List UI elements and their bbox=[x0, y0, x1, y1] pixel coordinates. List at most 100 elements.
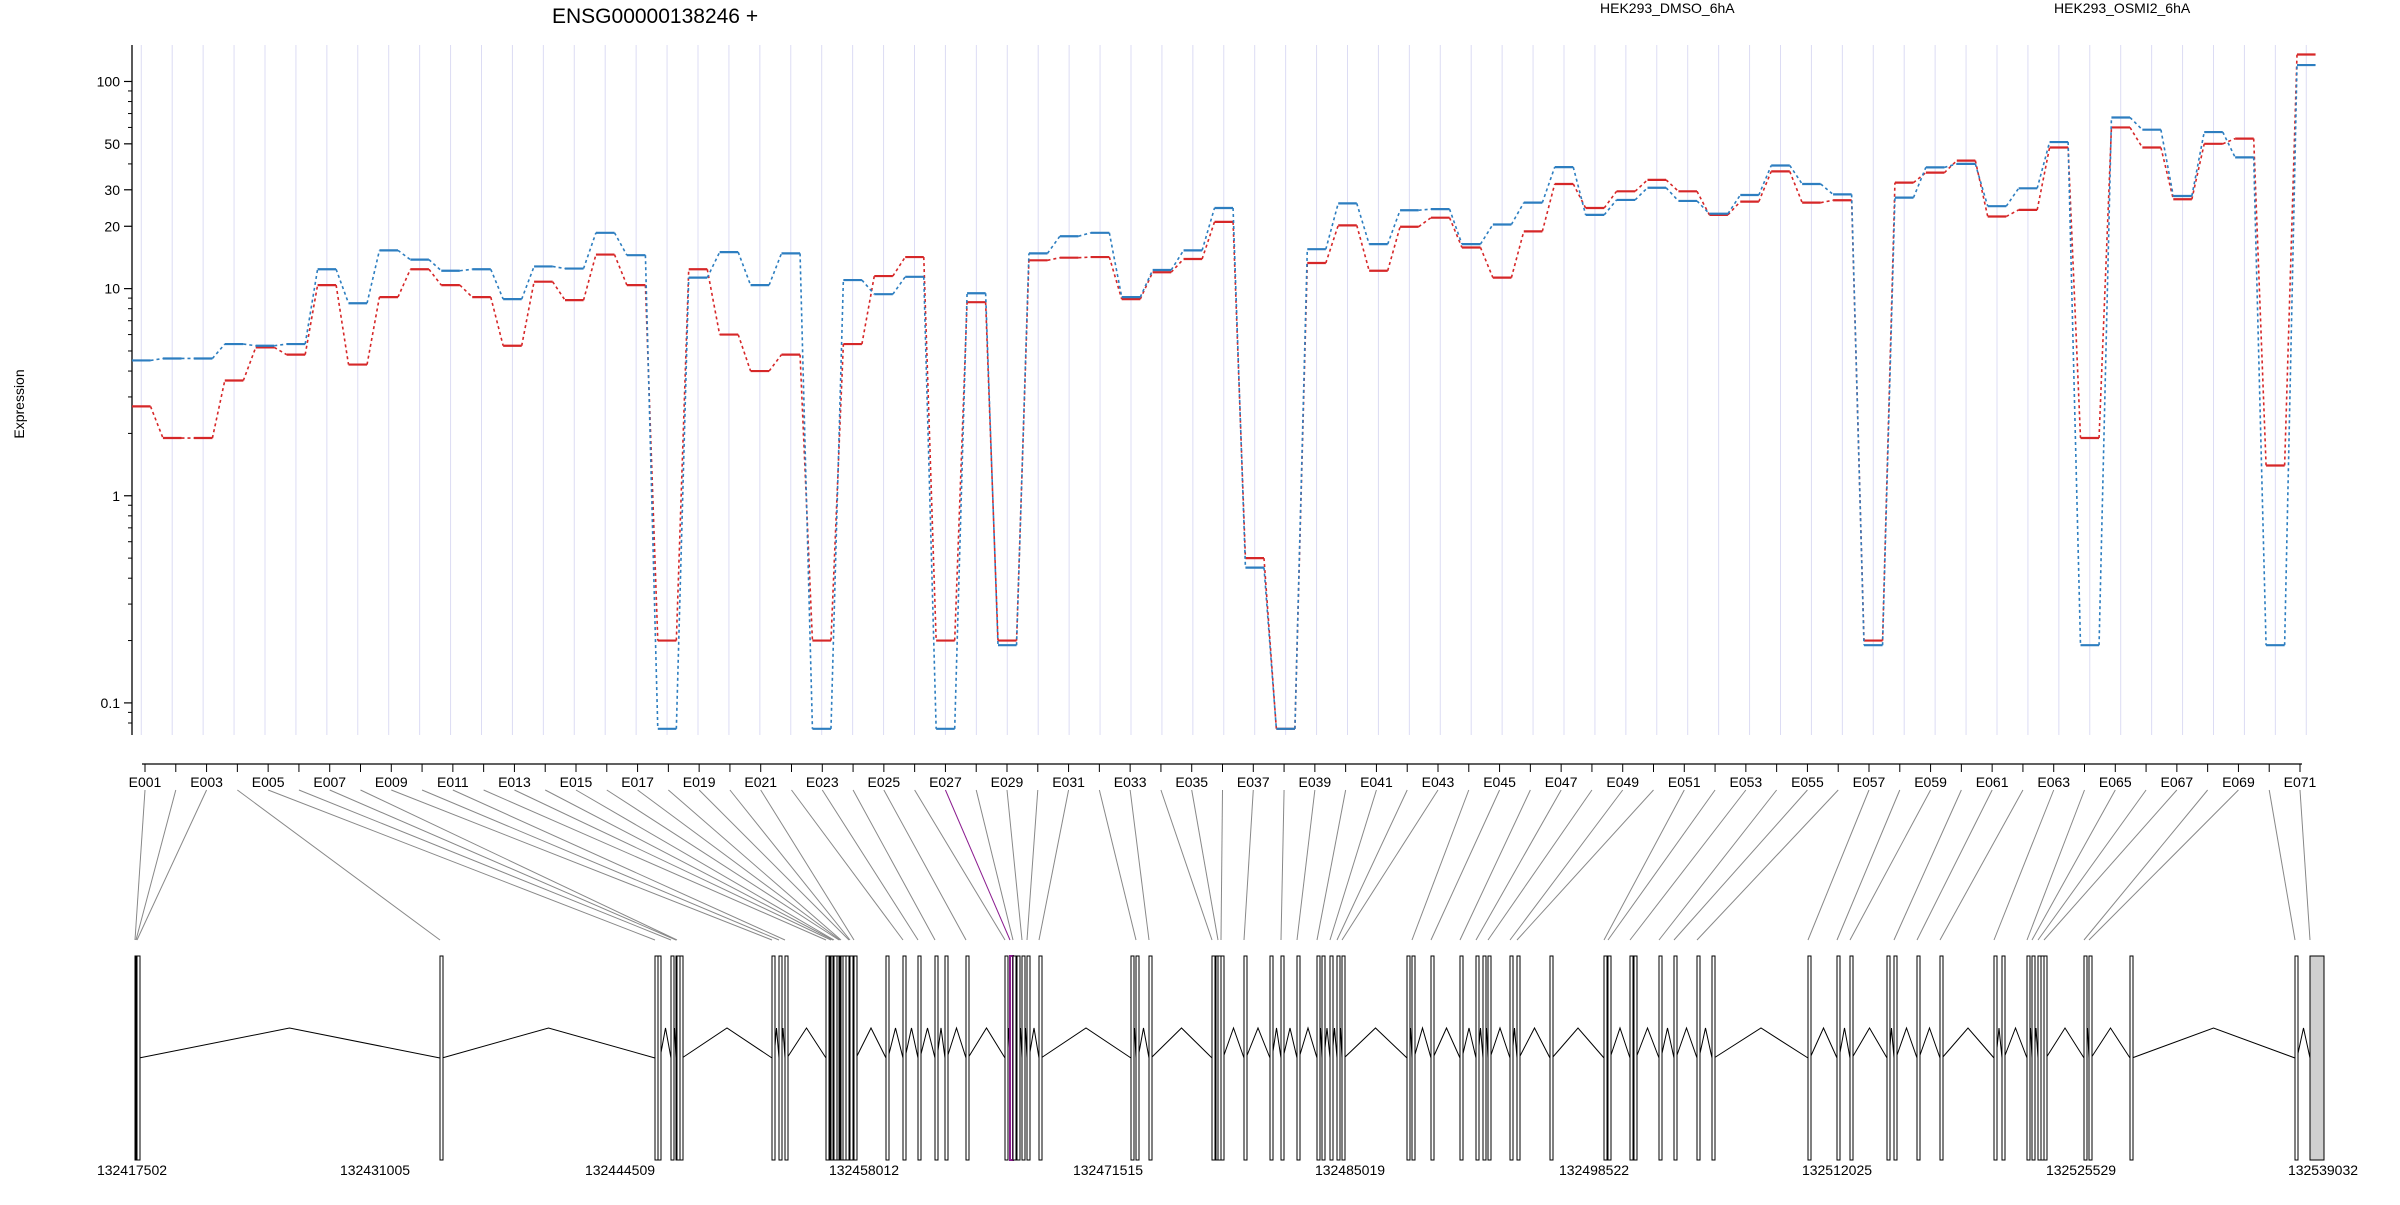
series-connector bbox=[2160, 147, 2175, 200]
intron bbox=[1518, 1026, 1551, 1059]
series-connector bbox=[2067, 147, 2082, 439]
exon-block bbox=[2026, 955, 2031, 1161]
y-tick-label-0.1: 0.1 bbox=[101, 695, 121, 711]
series-connector bbox=[1170, 258, 1185, 273]
series-connector bbox=[1479, 247, 1494, 278]
exon-block bbox=[1021, 955, 1026, 1161]
connector-E039 bbox=[1296, 789, 1316, 941]
series-connector bbox=[1572, 183, 1587, 209]
grid-lines bbox=[140, 45, 2307, 735]
intron bbox=[1461, 1027, 1477, 1059]
series-connector bbox=[459, 268, 473, 272]
series-connector bbox=[1356, 203, 1370, 245]
series-connector bbox=[1634, 187, 1649, 201]
x-tick-label-E071: E071 bbox=[2284, 774, 2317, 790]
connector-E001 bbox=[134, 789, 146, 941]
genome-tick-label: 132417502 bbox=[97, 1162, 167, 1178]
series-connector bbox=[366, 250, 381, 304]
series-connector bbox=[2036, 141, 2051, 189]
connector-E055 bbox=[1673, 789, 1808, 941]
genome-tick-label: 132471515 bbox=[1073, 1162, 1143, 1178]
exon-block bbox=[1696, 955, 1701, 1161]
connector-E068 bbox=[2083, 789, 2209, 941]
series-connector bbox=[2160, 129, 2175, 197]
series-connector bbox=[1418, 217, 1432, 228]
exon-block bbox=[1509, 955, 1514, 1161]
exon-block bbox=[1026, 955, 1031, 1161]
connector-E033 bbox=[1129, 789, 1150, 941]
series-connector bbox=[304, 269, 319, 345]
series-connector bbox=[892, 256, 906, 277]
series-connector bbox=[520, 281, 535, 346]
series-connector bbox=[211, 343, 226, 360]
exon-block bbox=[2043, 955, 2048, 1161]
x-tick-label-E003: E003 bbox=[190, 774, 223, 790]
connector-E009 bbox=[391, 789, 773, 941]
series-connector bbox=[768, 253, 783, 286]
series-connector bbox=[2129, 127, 2144, 148]
x-tick-label-E053: E053 bbox=[1730, 774, 1763, 790]
series-connector bbox=[335, 268, 350, 304]
series-connector bbox=[613, 232, 628, 256]
connector-E053 bbox=[1629, 789, 1747, 941]
exon-block bbox=[944, 955, 949, 1161]
exon-block bbox=[1243, 955, 1248, 1161]
series-connector bbox=[1603, 190, 1618, 209]
series-connector bbox=[2222, 131, 2236, 158]
connector-E071 bbox=[2299, 789, 2311, 941]
exon-block bbox=[1336, 955, 1341, 1161]
x-tick-label-E047: E047 bbox=[1545, 774, 1578, 790]
legend-label-dmso: HEK293_DMSO_6hA bbox=[1600, 0, 1735, 16]
series-connector bbox=[613, 254, 628, 286]
series-connector bbox=[1263, 567, 1278, 729]
connector-E028 bbox=[975, 789, 1014, 941]
series-connector bbox=[2005, 187, 2020, 207]
y-tick-label-30: 30 bbox=[104, 182, 120, 198]
connector-E030 bbox=[1026, 789, 1039, 941]
series-connector bbox=[1944, 163, 1958, 169]
series-connector bbox=[2191, 143, 2205, 200]
series-connector bbox=[428, 268, 442, 286]
series-connector bbox=[1325, 225, 1339, 264]
series-connector bbox=[706, 269, 721, 335]
exon-block bbox=[1549, 955, 1554, 1161]
series-connector bbox=[490, 268, 504, 300]
connector-E021 bbox=[760, 789, 855, 941]
genome-tick-label: 132431005 bbox=[340, 1162, 410, 1178]
intron bbox=[1282, 1027, 1298, 1059]
series-connector bbox=[1727, 194, 1741, 215]
intron bbox=[1489, 1026, 1511, 1059]
series-connector bbox=[2222, 137, 2236, 145]
series-connector bbox=[1510, 231, 1525, 278]
series-connector bbox=[211, 380, 226, 439]
series-connector bbox=[1108, 232, 1123, 298]
series-connector bbox=[2191, 131, 2205, 197]
connector-E034 bbox=[1160, 789, 1213, 941]
series-connector bbox=[304, 284, 319, 355]
series-connector bbox=[953, 293, 968, 729]
connector-E025 bbox=[883, 789, 967, 941]
intron bbox=[1660, 1027, 1675, 1059]
series-connector bbox=[2252, 138, 2267, 466]
intron bbox=[1245, 1026, 1271, 1059]
exon-block bbox=[853, 955, 858, 1161]
series-connector bbox=[1881, 197, 1896, 646]
series-connector bbox=[830, 344, 845, 641]
intron bbox=[1551, 1027, 1605, 1059]
series-connector bbox=[922, 257, 937, 641]
x-tick-label-E061: E061 bbox=[1976, 774, 2009, 790]
series-connector bbox=[644, 285, 659, 641]
series-connector bbox=[2283, 54, 2298, 466]
exon-block bbox=[934, 955, 939, 1161]
exon-block bbox=[1482, 955, 1487, 1161]
exon-block bbox=[902, 955, 907, 1161]
series-connector bbox=[582, 232, 597, 269]
series-connector bbox=[1325, 203, 1339, 250]
connector-E049 bbox=[1509, 789, 1624, 941]
series-connector bbox=[706, 251, 721, 278]
connector-E010 bbox=[421, 789, 780, 941]
exon-block bbox=[1220, 955, 1225, 1161]
connector-E014 bbox=[544, 789, 834, 941]
exon-block bbox=[1849, 955, 1854, 1161]
connector-E036 bbox=[1220, 789, 1223, 941]
